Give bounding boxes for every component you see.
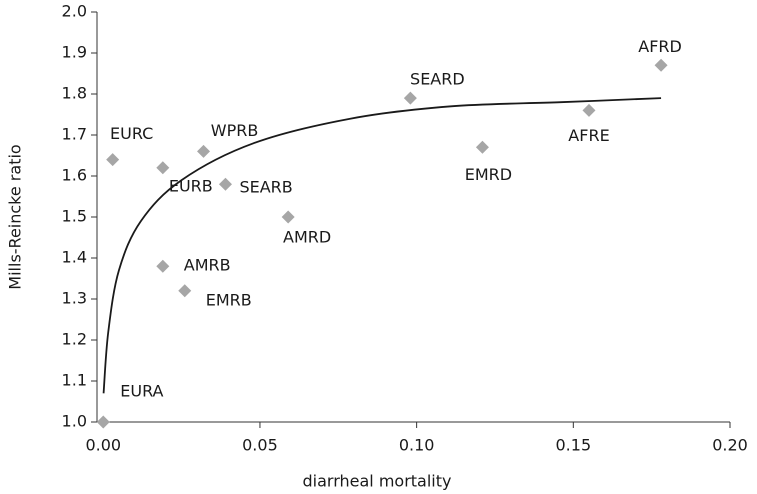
y-tick-label: 1.0 [62,412,87,431]
point-label: AMRB [184,256,231,275]
y-tick-label: 1.3 [62,289,87,308]
point [156,161,170,175]
y-tick-label: 1.6 [62,166,87,185]
point [96,415,110,429]
y-tick-label: 1.1 [62,371,87,390]
point-label: EMRD [465,165,512,184]
point-label: EURB [169,176,213,195]
point-label: SEARB [239,178,292,197]
point-label: EMRB [206,290,252,309]
point [654,58,668,72]
y-tick-label: 1.9 [62,43,87,62]
x-tick-label: 0.05 [242,436,278,455]
point-label: AMRD [283,228,331,247]
y-axis-title: Mills-Reincke ratio [6,144,25,289]
y-tick-label: 1.4 [62,248,87,267]
y-tick-label: 1.7 [62,125,87,144]
x-tick-label: 0.00 [85,436,121,455]
point-label: EURA [120,382,163,401]
y-tick-label: 1.5 [62,207,87,226]
point [475,140,489,154]
point [403,91,417,105]
point-label: SEARD [410,70,465,89]
point [178,284,192,298]
x-tick-label: 0.10 [399,436,435,455]
point [218,177,232,191]
point [197,144,211,158]
point [156,259,170,273]
point-label: AFRE [568,126,609,145]
y-tick-label: 1.8 [62,84,87,103]
point-label: WPRB [211,121,259,140]
point-label: EURC [110,124,153,143]
point [281,210,295,224]
point [106,153,120,167]
y-tick-label: 2.0 [62,2,87,21]
x-tick-label: 0.15 [556,436,592,455]
trendline [102,97,662,394]
point [582,103,596,117]
point-label: AFRD [638,37,682,56]
y-tick-label: 1.2 [62,330,87,349]
x-tick-label: 0.20 [712,436,748,455]
x-axis-title: diarrheal mortality [303,472,452,491]
